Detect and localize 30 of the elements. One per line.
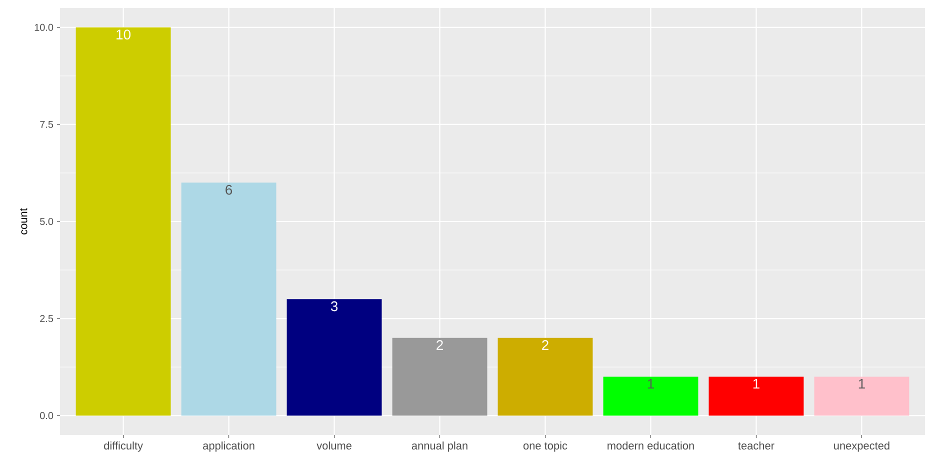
x-tick-label: annual plan xyxy=(412,442,468,452)
data-label: 1 xyxy=(753,378,760,389)
bar xyxy=(286,299,382,416)
bar xyxy=(392,338,488,416)
x-tick-label: modern education xyxy=(608,442,694,450)
data-label: 10 xyxy=(116,30,131,40)
x-tick-label: unexpected xyxy=(834,442,890,452)
y-axis-title: count xyxy=(20,208,28,234)
data-label: 1 xyxy=(858,378,865,389)
x-tick-label: teacher xyxy=(738,442,774,450)
y-tick-label: 7.5 xyxy=(40,120,54,128)
bar xyxy=(708,376,804,416)
y-tick-label: 10.0 xyxy=(34,24,54,31)
data-label: 2 xyxy=(542,340,548,350)
bar xyxy=(814,376,910,416)
bar xyxy=(603,376,698,416)
data-label: 1 xyxy=(648,378,654,389)
x-tick-label: application xyxy=(203,442,254,452)
x-tick-label: one topic xyxy=(523,442,568,452)
y-tick-label: 0.0 xyxy=(40,412,54,420)
bar xyxy=(498,338,593,416)
data-label: 3 xyxy=(330,301,338,312)
y-tick-label: 5.0 xyxy=(40,218,54,226)
bar xyxy=(76,27,171,416)
bar xyxy=(181,182,276,416)
x-tick-label: volume xyxy=(316,442,352,450)
data-label: 6 xyxy=(226,184,232,195)
data-label: 2 xyxy=(436,340,443,350)
x-tick-label: difficulty xyxy=(104,442,143,452)
y-tick-label: 2.5 xyxy=(40,315,54,322)
